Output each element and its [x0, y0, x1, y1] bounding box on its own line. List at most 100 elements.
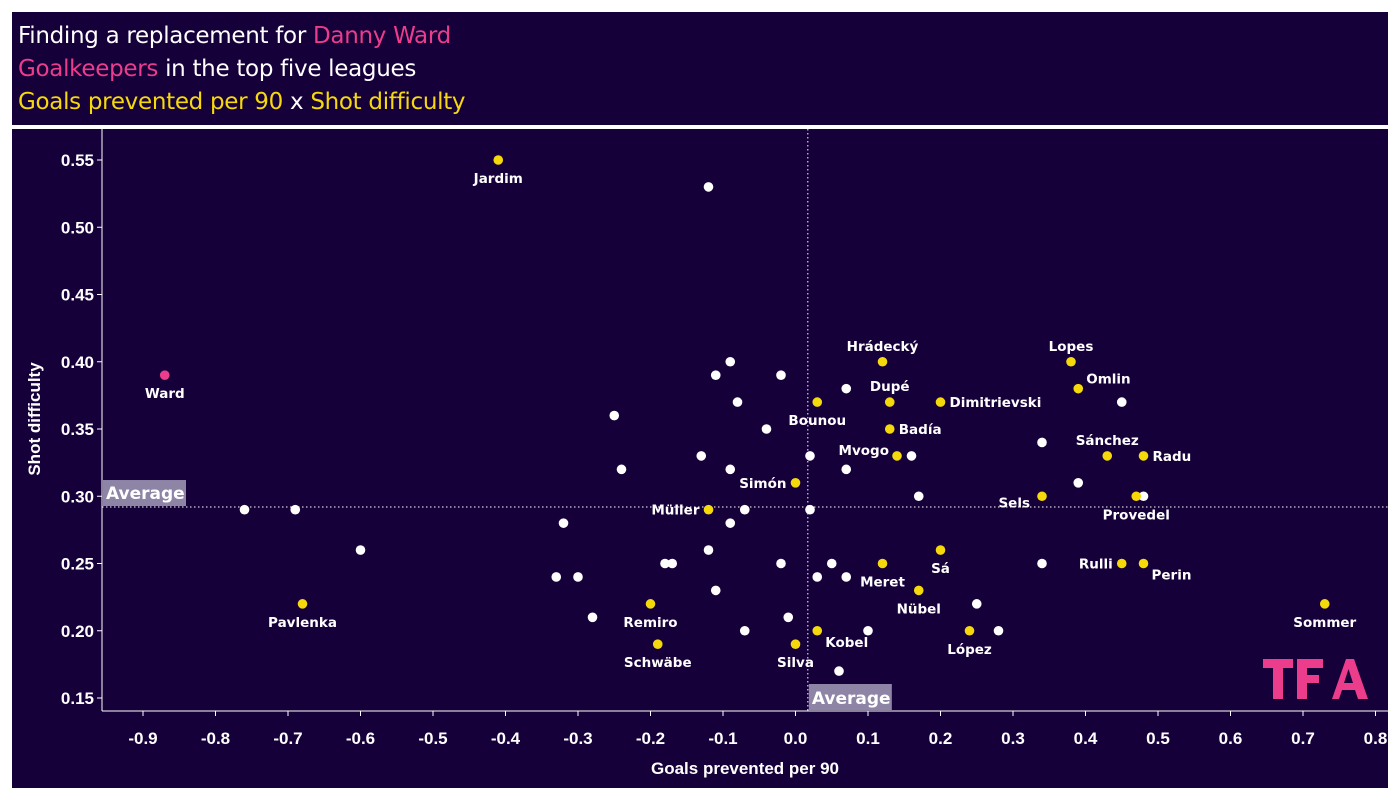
- y-tick-label: 0.35: [61, 420, 94, 439]
- data-point-sánchez: [1102, 451, 1113, 461]
- point-label: Pavlenka: [268, 615, 337, 631]
- title-line-2: Goalkeepers in the top five leagues: [18, 55, 416, 83]
- x-tick-label: -0.7: [273, 729, 302, 748]
- point-label: Sommer: [1293, 615, 1356, 631]
- x-tick-label: 0.5: [1146, 729, 1170, 748]
- y-average-label: Average: [106, 484, 185, 504]
- data-point: [812, 572, 823, 582]
- y-tick-label: 0.50: [61, 218, 94, 237]
- average-lines: Average Average: [102, 129, 1388, 711]
- data-point-provedel: [1131, 491, 1142, 502]
- y-tick-label: 0.40: [61, 353, 94, 372]
- data-point: [761, 424, 772, 434]
- data-point: [710, 370, 721, 380]
- data-point: [703, 182, 714, 192]
- data-point: [826, 558, 837, 569]
- x-tick-label: -0.8: [201, 729, 230, 748]
- chart-area: -0.9 -0.8 -0.7 -0.6 -0.5 -0.4 -0.3 -0.2 -0.1 0.0 0…: [12, 129, 1388, 788]
- data-point: [609, 410, 620, 421]
- data-point: [1138, 491, 1149, 502]
- x-tick-label: 0.4: [1074, 729, 1098, 748]
- y-tick-label: 0.45: [61, 286, 94, 305]
- data-point-nübel: [913, 585, 924, 596]
- point-label: Badía: [899, 422, 942, 438]
- logo-f-mid: [1297, 675, 1319, 683]
- data-point: [703, 545, 714, 555]
- y-tick-label: 0.55: [61, 151, 94, 170]
- axes: -0.9 -0.8 -0.7 -0.6 -0.5 -0.4 -0.3 -0.2 -0.1 0.0 0…: [61, 129, 1388, 748]
- y-tick-label: 0.25: [61, 555, 94, 574]
- x-tick-label: 0.6: [1219, 729, 1243, 748]
- data-point-lópez: [964, 625, 975, 636]
- data-point-sá: [935, 545, 946, 555]
- point-label: López: [947, 642, 992, 658]
- point-label: Sá: [931, 561, 950, 577]
- point-label: Mvogo: [839, 443, 889, 459]
- title-line-1: Finding a replacement for Danny Ward: [18, 22, 451, 50]
- data-point-rulli: [1116, 558, 1127, 569]
- x-tick-label: -0.5: [418, 729, 447, 748]
- data-point: [573, 572, 583, 582]
- title-segment: Finding a replacement for: [18, 23, 313, 49]
- x-tick-label: -0.4: [491, 729, 521, 748]
- point-label: Ward: [145, 386, 185, 402]
- data-point-pavlenka: [297, 599, 308, 609]
- logo-a-hole: [1344, 669, 1353, 683]
- point-label: Jardim: [473, 171, 523, 187]
- data-point-remiro: [645, 599, 656, 609]
- data-point: [1037, 558, 1047, 569]
- data-point: [355, 545, 366, 555]
- point-label: Sels: [998, 495, 1030, 511]
- data-point: [834, 666, 844, 676]
- data-point-müller: [703, 504, 714, 515]
- point-label: Omlin: [1086, 372, 1130, 388]
- data-point-mvogo: [892, 451, 902, 461]
- data-point-hrádecký: [877, 356, 888, 367]
- data-point: [805, 504, 815, 515]
- x-tick-label: -0.6: [346, 729, 375, 748]
- data-point-sels: [1037, 491, 1047, 502]
- point-label: Bounou: [788, 413, 846, 429]
- data-point: [906, 451, 917, 461]
- scatter-plot: -0.9 -0.8 -0.7 -0.6 -0.5 -0.4 -0.3 -0.2 -0.1 0.0 0…: [25, 129, 1388, 778]
- data-point: [290, 504, 301, 515]
- data-point: [776, 370, 786, 380]
- x-average-label-box: [808, 684, 892, 710]
- x-tick-label: 0.3: [1001, 729, 1025, 748]
- data-point: [616, 464, 627, 475]
- point-label: Kobel: [825, 635, 868, 651]
- data-point: [725, 464, 736, 475]
- data-point: [863, 625, 873, 636]
- data-point: [841, 383, 852, 394]
- point-label: Hrádecký: [847, 339, 919, 355]
- x-tick-label: -0.2: [636, 729, 665, 748]
- data-point: [805, 451, 815, 461]
- data-point: [667, 558, 678, 569]
- data-point-dimitrievski: [935, 397, 946, 407]
- x-tick-label: 0.7: [1291, 729, 1315, 748]
- point-labels: Jardim Hrádecký Lopes Omlin Dupé Bounou Dimitr…: [145, 171, 1357, 671]
- title-segment: Danny Ward: [313, 23, 451, 49]
- data-point-silva: [790, 639, 801, 649]
- x-tick-label: -0.3: [563, 729, 592, 748]
- data-point: [841, 464, 852, 475]
- point-label: Schwäbe: [624, 655, 692, 671]
- point-label: Radu: [1153, 449, 1192, 465]
- data-point: [660, 558, 670, 569]
- data-point-jardim: [493, 155, 504, 165]
- x-tick-label: -0.1: [708, 729, 737, 748]
- title-segment: x: [282, 89, 311, 115]
- logo-t-stem: [1273, 659, 1283, 699]
- logo-f-top: [1297, 659, 1323, 668]
- data-point-perin: [1138, 558, 1149, 569]
- data-point: [841, 572, 852, 582]
- title-segment: Goals prevented per 90: [18, 89, 283, 115]
- point-label: Müller: [651, 503, 699, 519]
- y-average-label-box: [103, 480, 186, 507]
- point-label: Provedel: [1103, 507, 1170, 523]
- x-tick-label: -0.9: [128, 729, 157, 748]
- data-point: [1073, 478, 1084, 488]
- point-label: Lopes: [1049, 339, 1094, 355]
- x-tick-label: 0.8: [1364, 729, 1388, 748]
- y-axis-title: Shot difficulty: [25, 362, 44, 476]
